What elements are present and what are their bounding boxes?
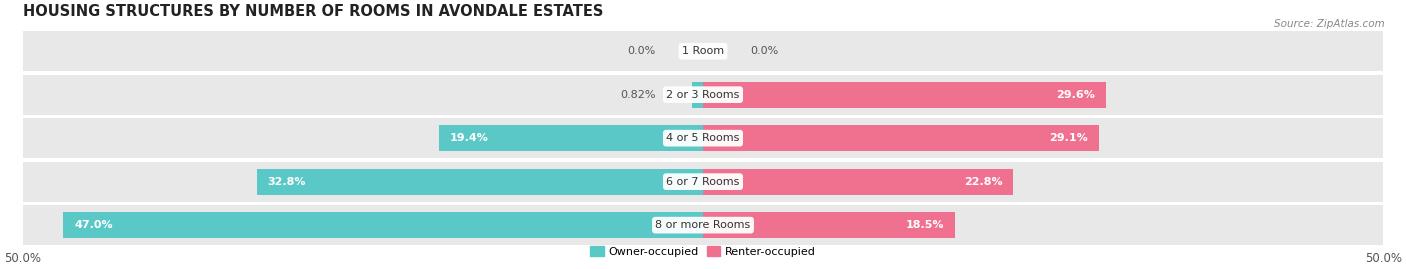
Bar: [703, 31, 1384, 71]
Legend: Owner-occupied, Renter-occupied: Owner-occupied, Renter-occupied: [586, 242, 820, 261]
Bar: [703, 162, 1384, 202]
Bar: [703, 82, 1105, 108]
Text: 8 or more Rooms: 8 or more Rooms: [655, 220, 751, 230]
Bar: [22, 75, 703, 115]
Bar: [22, 205, 703, 245]
Text: 4 or 5 Rooms: 4 or 5 Rooms: [666, 133, 740, 143]
Text: 22.8%: 22.8%: [963, 177, 1002, 187]
Text: HOUSING STRUCTURES BY NUMBER OF ROOMS IN AVONDALE ESTATES: HOUSING STRUCTURES BY NUMBER OF ROOMS IN…: [22, 4, 603, 19]
Bar: [63, 212, 703, 238]
Bar: [22, 118, 703, 158]
Text: 2 or 3 Rooms: 2 or 3 Rooms: [666, 90, 740, 100]
Text: Source: ZipAtlas.com: Source: ZipAtlas.com: [1274, 19, 1385, 29]
Bar: [703, 205, 1384, 245]
Text: 47.0%: 47.0%: [75, 220, 112, 230]
Text: 29.6%: 29.6%: [1056, 90, 1095, 100]
Text: 0.0%: 0.0%: [751, 46, 779, 56]
Bar: [692, 82, 703, 108]
Bar: [703, 118, 1384, 158]
Bar: [703, 212, 955, 238]
Bar: [22, 31, 703, 71]
Text: 19.4%: 19.4%: [450, 133, 489, 143]
Text: 18.5%: 18.5%: [905, 220, 943, 230]
Bar: [439, 125, 703, 151]
Text: 1 Room: 1 Room: [682, 46, 724, 56]
Bar: [703, 75, 1384, 115]
Text: 0.82%: 0.82%: [620, 90, 655, 100]
Text: 0.0%: 0.0%: [627, 46, 655, 56]
Text: 6 or 7 Rooms: 6 or 7 Rooms: [666, 177, 740, 187]
Text: 32.8%: 32.8%: [267, 177, 307, 187]
Bar: [703, 125, 1099, 151]
Bar: [22, 162, 703, 202]
Text: 29.1%: 29.1%: [1049, 133, 1088, 143]
Bar: [703, 169, 1014, 195]
Bar: [257, 169, 703, 195]
